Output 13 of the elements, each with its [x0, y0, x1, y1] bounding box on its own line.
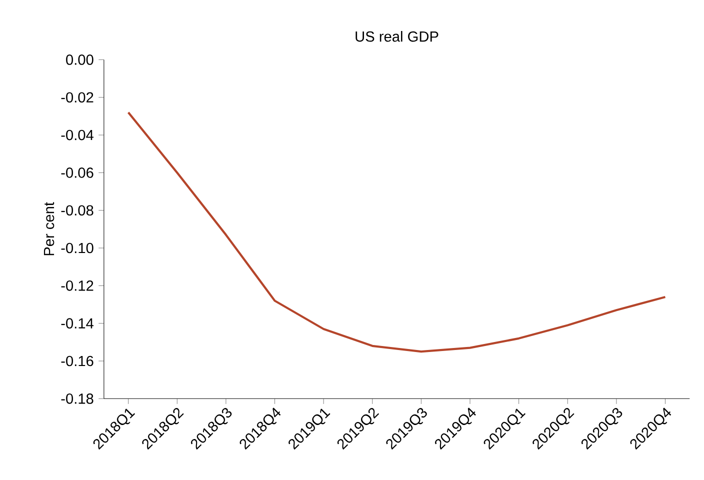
- y-tick-label: -0.04: [61, 130, 94, 140]
- y-tick-label: -0.06: [61, 168, 94, 178]
- y-tick-label: -0.12: [61, 280, 94, 291]
- y-axis-title: Per cent: [44, 202, 54, 256]
- y-tick-label: -0.16: [61, 356, 94, 366]
- chart-title: US real GDP: [356, 31, 438, 42]
- y-tick-label: -0.08: [61, 205, 94, 216]
- y-tick-label: 0.00: [66, 54, 94, 65]
- y-tick-label: -0.14: [61, 318, 94, 329]
- y-tick-label: -0.10: [61, 242, 94, 254]
- line-series: [127, 111, 666, 353]
- y-tick-label: -0.18: [61, 394, 94, 404]
- y-tick-label: -0.02: [61, 92, 94, 103]
